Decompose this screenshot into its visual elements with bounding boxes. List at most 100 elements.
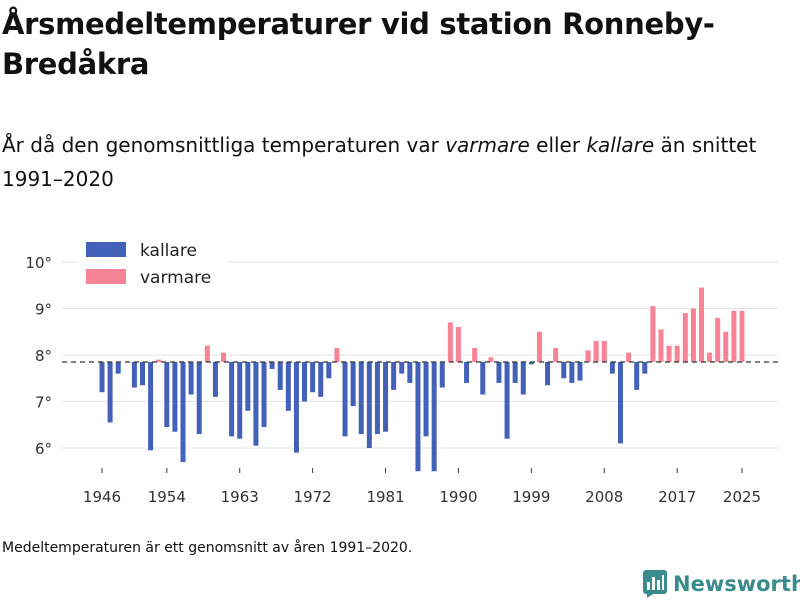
subtitle-part-2: eller — [529, 133, 587, 157]
legend-label-kallare: kallare — [140, 241, 197, 261]
bar-1952 — [148, 361, 154, 451]
bar-1947 — [107, 361, 113, 423]
bar-1992 — [472, 348, 478, 362]
x-tick-label: 2017 — [658, 488, 696, 506]
bar-1946 — [99, 361, 105, 393]
x-tick-label: 1972 — [294, 488, 332, 506]
x-tick-label: 1981 — [366, 488, 404, 506]
bar-1970 — [293, 361, 299, 453]
bar-1988 — [439, 361, 445, 388]
bar-2010 — [617, 361, 623, 444]
bar-1978 — [358, 361, 364, 435]
bar-1974 — [326, 361, 332, 379]
bar-2020 — [698, 287, 704, 362]
chart-title: Årsmedeltemperaturer vid station Ronneby… — [2, 7, 715, 81]
bar-2002 — [553, 348, 559, 362]
bar-1981 — [383, 361, 389, 432]
bar-1983 — [399, 361, 405, 374]
bar-1958 — [196, 361, 202, 435]
bar-1989 — [447, 322, 453, 362]
bar-1980 — [374, 361, 380, 435]
bar-2025 — [739, 310, 745, 362]
bar-1994 — [488, 357, 494, 362]
y-tick-label: 6° — [35, 440, 52, 458]
bar-1955 — [172, 361, 178, 432]
bar-1979 — [366, 361, 372, 448]
bar-1975 — [334, 348, 340, 362]
y-tick-label: 9° — [35, 301, 52, 319]
bar-2007 — [593, 341, 599, 362]
bar-1984 — [407, 361, 413, 383]
bar-1957 — [188, 361, 194, 395]
bar-2015 — [658, 329, 664, 362]
legend-swatch-varmare — [86, 269, 126, 284]
bar-2001 — [545, 361, 551, 386]
bar-1965 — [253, 361, 259, 446]
bar-1950 — [131, 361, 137, 388]
bar-1962 — [229, 361, 235, 437]
y-tick-label: 7° — [35, 394, 52, 412]
bar-1993 — [480, 361, 486, 395]
brand-logo: Newsworthy — [643, 568, 800, 600]
bar-2018 — [682, 313, 688, 362]
bar-1960 — [212, 361, 218, 397]
bar-1967 — [269, 361, 275, 369]
bar-2014 — [650, 306, 656, 362]
temperature-bar-chart: 6° 7° 8° 9° 10° 1946 1954 1963 1972 1981 1990 1999 2… — [25, 234, 778, 506]
bar-1959 — [204, 345, 210, 362]
bar-2023 — [723, 331, 729, 362]
bar-1995 — [496, 361, 502, 383]
bar-1968 — [277, 361, 283, 390]
x-tick-label: 2008 — [585, 488, 623, 506]
bar-1999 — [528, 361, 534, 365]
bar-1948 — [115, 361, 121, 374]
bar-1996 — [504, 361, 510, 439]
bar-1972 — [310, 361, 316, 393]
x-tick-label: 1954 — [148, 488, 186, 506]
bar-2009 — [609, 361, 615, 374]
bar-1990 — [455, 327, 461, 362]
bar-2003 — [561, 361, 567, 379]
bar-2022 — [715, 317, 721, 362]
bar-2013 — [642, 361, 648, 374]
x-tick-label: 1946 — [83, 488, 121, 506]
x-tick-label: 1999 — [512, 488, 550, 506]
brand-name: Newsworthy — [673, 572, 800, 596]
bar-2021 — [707, 352, 713, 362]
bar-1951 — [140, 361, 146, 386]
subtitle-kallare: kallare — [586, 133, 655, 157]
legend-swatch-kallare — [86, 242, 126, 257]
bar-1985 — [415, 361, 421, 472]
bar-2019 — [690, 308, 696, 362]
bar-2008 — [601, 341, 607, 362]
subtitle-part-1: År då den genomsnittliga temperaturen va… — [2, 133, 446, 157]
bar-1963 — [237, 361, 243, 439]
bar-2004 — [569, 361, 575, 383]
bar-2011 — [626, 352, 632, 362]
legend-label-varmare: varmare — [140, 268, 211, 288]
bar-1998 — [520, 361, 526, 395]
subtitle-part-3: än snittet 1991–2020 — [2, 133, 757, 191]
bar-1956 — [180, 361, 186, 462]
bar-1966 — [261, 361, 267, 428]
bar-1953 — [156, 359, 162, 362]
x-tick-label: 1963 — [221, 488, 259, 506]
y-tick-label: 10° — [25, 254, 52, 272]
bar-2012 — [634, 361, 640, 390]
bar-2006 — [585, 350, 591, 362]
bar-1997 — [512, 361, 518, 383]
bar-1964 — [245, 361, 251, 411]
bar-1991 — [464, 361, 470, 383]
bar-1986 — [423, 361, 429, 437]
bar-2024 — [731, 310, 737, 362]
y-tick-label: 8° — [35, 347, 52, 365]
footnote: Medeltemperaturen är ett genomsnitt av å… — [2, 540, 413, 556]
x-tick-label: 2025 — [723, 488, 761, 506]
bar-2017 — [674, 345, 680, 362]
bar-1961 — [221, 352, 227, 362]
newsworthy-logo-icon — [643, 570, 667, 598]
bar-1971 — [302, 361, 308, 402]
subtitle-varmare: varmare — [445, 133, 530, 157]
bar-1977 — [350, 361, 356, 407]
bar-1954 — [164, 361, 170, 428]
